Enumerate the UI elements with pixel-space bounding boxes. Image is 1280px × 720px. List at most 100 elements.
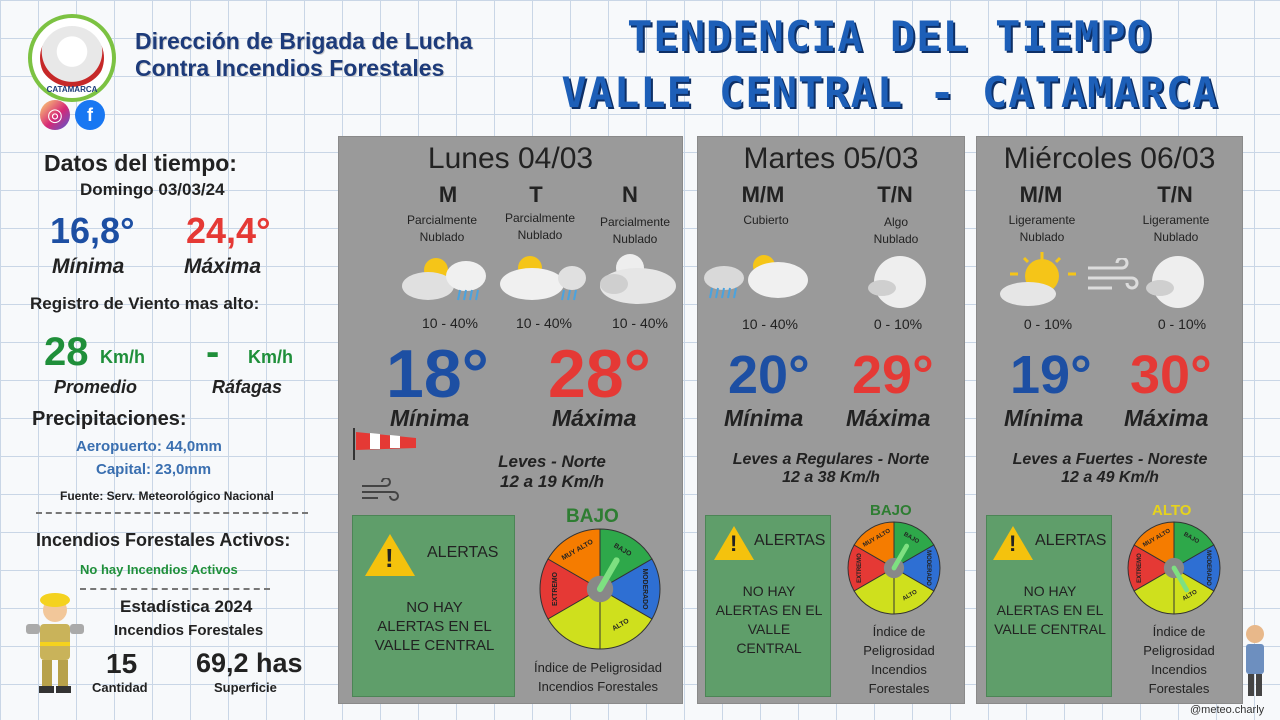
gauge-sector-alto: [893, 567, 935, 615]
alert-title: ALERTAS: [1035, 532, 1107, 549]
org-line-1: Dirección de Brigada de Lucha: [135, 28, 473, 54]
max-label: Máxima: [1124, 405, 1209, 431]
gauge-sector-extremo: [1127, 544, 1176, 592]
warning-icon: [993, 526, 1033, 560]
slot-label: M: [438, 182, 458, 207]
gauge-sector-bajo: [893, 521, 935, 569]
gauge-sector-moderado: [598, 558, 661, 620]
slot-label: M/M: [741, 182, 785, 207]
alert-text: NO HAY ALERTAS EN EL VALLE CENTRAL: [374, 599, 495, 654]
alert-box: ! ALERTAS NO HAY ALERTAS EN EL VALLE CENTR…: [986, 515, 1112, 697]
min-label: Mínima: [1004, 405, 1084, 431]
gauge-sector-bajo: [1173, 521, 1215, 569]
wind-forecast: Leves a Regulares - Norte 12 a 38 Km/h: [732, 451, 930, 486]
burned-area: 69,2 has: [196, 648, 303, 678]
day-title: Miércoles 06/03: [1003, 142, 1216, 175]
max-observed-label: Máxima: [184, 255, 262, 278]
max-label: Máxima: [552, 405, 637, 431]
risk-level: BAJO: [566, 506, 619, 527]
org-line-2: Contra Incendios Forestales: [135, 55, 445, 81]
gauge-sector-alto2: [1133, 567, 1175, 615]
stats-title: Estadística 2024: [120, 597, 253, 616]
page-title-line-2: VALLE CENTRAL - CATAMARCA: [561, 68, 1219, 117]
partly-cloudy-rain-icon: [402, 258, 486, 301]
sunny-slightly-cloudy-icon: [1000, 252, 1076, 306]
min-observed-label: Mínima: [52, 255, 125, 278]
forecast-max-temp: 30°: [1130, 345, 1212, 405]
gauge-sector-alto: [599, 588, 653, 650]
slot-condition: Ligeramente Nublado: [1008, 213, 1076, 244]
wind-forecast: Leves - Norte 12 a 19 Km/h: [498, 452, 606, 491]
logo-caption: CATAMARCA: [46, 85, 98, 94]
alert-title: ALERTAS: [754, 532, 826, 549]
wind-gust-unit: Km/h: [248, 347, 293, 367]
night-slightly-cloudy-icon: [1146, 256, 1204, 308]
stats-subtitle: Incendios Forestales: [114, 622, 264, 639]
gauge-needle: [891, 543, 910, 571]
gauge-label-moderado: MODERADO: [1205, 550, 1211, 586]
warning-icon: [714, 526, 754, 560]
gauge-label-extremo: EXTREMO: [552, 571, 559, 606]
slot-condition: Parcialmente Nublado: [599, 215, 671, 246]
brigade-logo: CATAMARCA: [28, 14, 116, 102]
gauge-sector-alto2: [853, 567, 895, 615]
forecast-min-temp: 20°: [728, 345, 810, 405]
day-title: Lunes 04/03: [427, 142, 594, 175]
firefighter-mascot-icon: [26, 593, 84, 693]
gauge-sector-bajo: [599, 528, 653, 590]
danger-index-caption: Índice de Peligrosidad Incendios Forestales: [863, 624, 935, 696]
alert-text: NO HAY ALERTAS EN EL VALLE CENTRAL: [994, 583, 1106, 637]
viento-title: Registro de Viento mas alto:: [30, 294, 260, 313]
facebook-icon[interactable]: f: [75, 100, 105, 130]
gauge-sector-muy_alto: [853, 521, 895, 569]
gauge-sector-moderado: [1172, 544, 1221, 592]
forecast-max-temp: 29°: [852, 345, 934, 405]
divider: [36, 512, 308, 514]
danger-index-caption: Índice de Peligrosidad Incendios Forestales: [1143, 624, 1215, 696]
page-title-line-1: TENDENCIA DEL TIEMPO: [627, 12, 1153, 61]
windsock-icon: [353, 428, 416, 460]
cloudy-rain-icon: [704, 255, 808, 299]
slot-condition: Parcialmente Nublado: [504, 211, 576, 242]
min-observed: 16,8°: [50, 210, 135, 251]
min-label: Mínima: [724, 405, 804, 431]
source-note: Fuente: Serv. Meteorológico Nacional: [60, 489, 274, 503]
fires-count-label: Cantidad: [92, 680, 148, 695]
author-avatar-icon: [1246, 625, 1264, 696]
warning-icon: [365, 534, 415, 576]
forecast-max-temp: 28°: [548, 336, 651, 412]
instagram-icon[interactable]: ◎: [40, 100, 70, 130]
incendios-title: Incendios Forestales Activos:: [36, 530, 291, 550]
slot-condition: Ligeramente Nublado: [1142, 213, 1210, 244]
slot-condition: Cubierto: [743, 213, 789, 227]
gauge-needle: [596, 557, 620, 593]
gauge-sector-muy_alto: [547, 528, 601, 590]
gauge-sector-alto2: [547, 588, 601, 650]
max-observed: 24,4°: [186, 210, 271, 251]
alert-box: ! ALERTAS NO HAY ALERTAS EN EL VALLE CENTR…: [352, 515, 515, 697]
rain-probability: 0 - 10%: [1023, 316, 1073, 332]
wind-forecast: Leves a Fuertes - Noreste 12 a 49 Km/h: [1012, 451, 1208, 486]
rain-probability: 0 - 10%: [1157, 316, 1207, 332]
alert-box: ! ALERTAS NO HAY ALERTAS EN EL VALLE CENTRA…: [705, 515, 831, 697]
gauge-sector-moderado: [892, 544, 941, 592]
rain-probability: 10 - 40%: [741, 316, 799, 332]
gauge-label-extremo: EXTREMO: [1137, 553, 1143, 583]
slot-label: M/M: [1019, 182, 1063, 207]
incendios-status: No hay Incendios Activos: [80, 562, 238, 577]
rain-probability: 10 - 40%: [611, 315, 669, 331]
gauge-needle: [1171, 565, 1190, 593]
alert-text: NO HAY ALERTAS EN EL VALLE CENTRAL: [715, 583, 823, 656]
rain-probability: 10 - 40%: [421, 315, 479, 331]
slot-condition: Parcialmente Nublado: [406, 213, 478, 244]
wind-icon: [362, 478, 399, 501]
min-label: Mínima: [390, 405, 470, 431]
precip-capital: Capital: 23,0mm: [96, 461, 212, 478]
gauge-sector-muy_alto: [1133, 521, 1175, 569]
datos-date: Domingo 03/03/24: [80, 180, 225, 199]
gauge-label-moderado: MODERADO: [641, 569, 648, 611]
forecast-min-temp: 18°: [386, 336, 489, 412]
